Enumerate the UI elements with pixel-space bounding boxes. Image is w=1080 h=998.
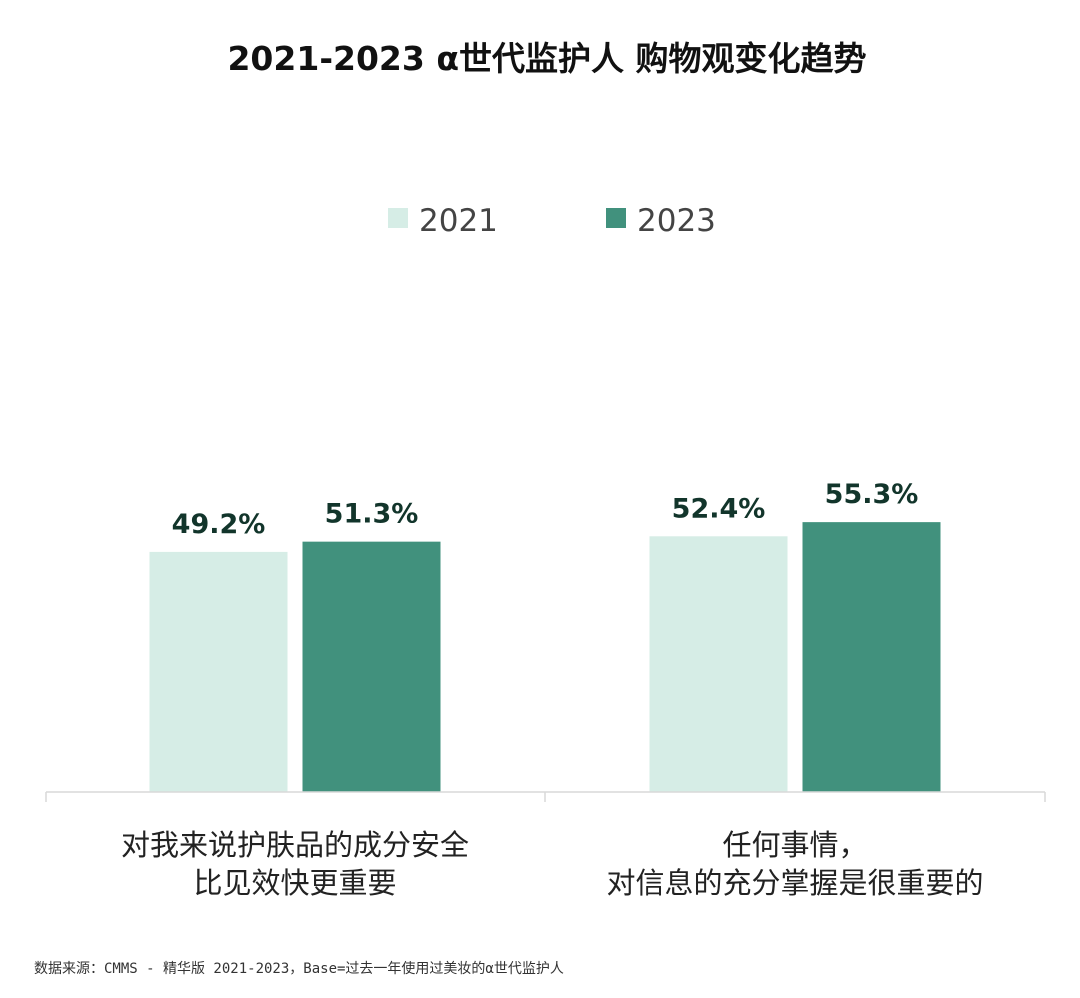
legend-swatch-2023 (606, 208, 626, 228)
value-labels: 49.2% 51.3% 52.4% 55.3% (172, 479, 919, 540)
legend: 2021 2023 (388, 203, 716, 239)
chart-title: 2021-2023 α世代监护人 购物观变化趋势 (227, 39, 866, 78)
legend-label-2021: 2021 (419, 203, 498, 239)
bar-2023-cat1 (302, 541, 441, 792)
source-note: 数据来源：CMMS - 精华版 2021-2023，Base=过去一年使用过美妆… (34, 961, 564, 977)
value-label-2021-cat1: 49.2% (172, 509, 266, 540)
bars (149, 522, 941, 792)
bar-2021-cat1 (149, 551, 288, 792)
legend-swatch-2021 (388, 208, 408, 228)
bar-2023-cat2 (802, 522, 941, 792)
category-label-2-line-1: 任何事情， (722, 828, 867, 862)
value-label-2023-cat2: 55.3% (825, 479, 919, 510)
category-label-1-line-2: 比见效快更重要 (193, 866, 396, 900)
legend-label-2023: 2023 (637, 203, 716, 239)
category-label-2-line-2: 对信息的充分掌握是很重要的 (606, 866, 983, 900)
value-label-2021-cat2: 52.4% (672, 493, 766, 524)
bar-2021-cat2 (649, 536, 788, 792)
value-label-2023-cat1: 51.3% (325, 499, 419, 530)
category-label-1-line-1: 对我来说护肤品的成分安全 (121, 828, 469, 862)
x-axis (45, 791, 1046, 802)
